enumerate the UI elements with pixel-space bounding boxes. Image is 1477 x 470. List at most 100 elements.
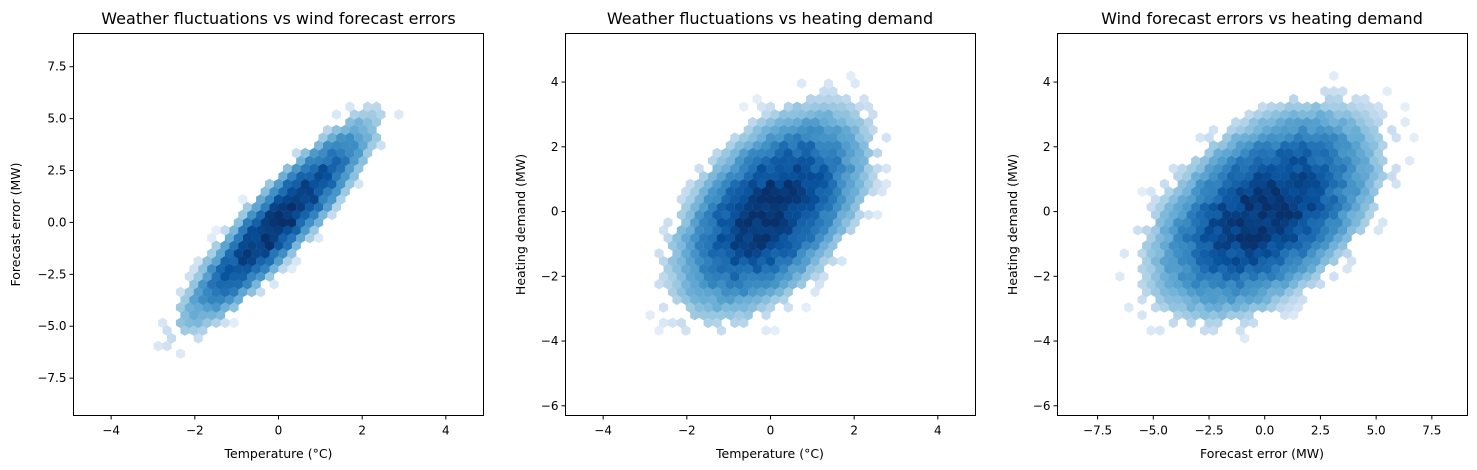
hexbin-cell: [770, 140, 780, 151]
hexbin-cell: [309, 194, 319, 205]
hexbin-layer: [153, 101, 404, 359]
hexbin-cell: [752, 140, 762, 151]
hexbin-cell: [743, 279, 753, 290]
hexbin-cell: [269, 217, 279, 228]
hexbin-cell: [779, 248, 789, 259]
hexbin-cell: [1258, 240, 1267, 251]
hexbin-cell: [184, 286, 194, 298]
hexbin-cell: [864, 132, 874, 143]
hexbin-cell: [1329, 271, 1339, 282]
hexbin-cell: [1168, 317, 1178, 329]
hexbin-cell: [708, 232, 718, 244]
hexbin-cell: [1177, 209, 1187, 221]
hexbin-cell: [788, 279, 798, 290]
hexbin-cell: [1164, 217, 1174, 228]
hexbin-cell: [1262, 217, 1272, 228]
hexbin-cell: [676, 225, 686, 236]
hexbin-cell: [1338, 209, 1348, 221]
hexbin-cell: [712, 286, 722, 298]
x-axis-label: Forecast error (MW): [1200, 446, 1324, 461]
hexbin-cell: [1191, 232, 1201, 244]
hexbin-cell: [1347, 255, 1357, 267]
hexbin-cell: [314, 201, 324, 213]
hexbin-cell: [1222, 286, 1232, 298]
x-axis-label: Temperature (°C): [715, 446, 824, 461]
hexbin-cell: [792, 178, 802, 190]
hexbin-cell: [278, 263, 288, 275]
hexbin-cell: [1351, 171, 1361, 182]
hexbin-cell: [663, 232, 673, 244]
hexbin-cell: [1342, 109, 1352, 120]
hexbin-cell: [694, 163, 704, 174]
hexbin-cell: [1324, 186, 1334, 197]
hexbin-cell: [318, 147, 328, 159]
hexbin-cell: [690, 309, 700, 321]
hexbin-cell: [1284, 302, 1294, 313]
hexbin-cell: [783, 147, 793, 159]
hexbin-cell: [1258, 132, 1267, 143]
hexbin-cell: [287, 217, 297, 228]
hexbin-cell: [1231, 302, 1241, 313]
hexbin-cell: [1240, 147, 1250, 159]
hexbin-cell: [198, 263, 208, 275]
hexbin-cell: [1342, 248, 1352, 259]
hexbin-cell: [1249, 116, 1259, 128]
hexbin-cell: [823, 155, 833, 166]
hexbin-cell: [716, 155, 726, 166]
hexbin-cell: [1262, 140, 1272, 151]
hexbin-cell: [1155, 248, 1165, 259]
hexbin-cell: [1298, 294, 1308, 305]
hexbin-cell: [1329, 101, 1339, 112]
hexbin-cell: [1235, 263, 1245, 275]
hexbin-cell: [1222, 178, 1232, 190]
hexbin-cell: [1208, 232, 1218, 244]
hexbin-layer: [1115, 70, 1419, 344]
hexbin-cell: [1284, 209, 1294, 221]
hexbin-cell: [667, 286, 677, 298]
hexbin-cell: [806, 201, 816, 213]
hexbin-cell: [1235, 325, 1245, 336]
hexbin-cell: [1146, 201, 1156, 213]
hexbin-cell: [1258, 163, 1267, 174]
hexbin-cell: [841, 93, 851, 105]
hexbin-cell: [331, 140, 341, 151]
hexbin-cell: [1391, 163, 1401, 174]
hexbin-cell: [712, 317, 722, 329]
hexbin-cell: [663, 217, 673, 228]
y-tick-label: 2: [1043, 140, 1051, 154]
y-tick-label: −6: [541, 399, 559, 413]
hexbin-cell: [734, 309, 744, 321]
hexbin-cell: [1235, 171, 1245, 182]
hexbin-cell: [318, 209, 328, 221]
hexbin-cell: [1373, 147, 1383, 159]
hexbin-cell: [708, 186, 718, 197]
hexbin-cell: [1311, 271, 1321, 282]
hexbin-cell: [216, 263, 226, 275]
hexbin-cell: [716, 263, 726, 275]
hexbin-cell: [1208, 124, 1218, 136]
hexbin-cell: [1320, 147, 1330, 159]
hexbin-cell: [314, 232, 324, 244]
hexbin-cell: [1351, 93, 1361, 105]
hexbin-cell: [233, 248, 243, 259]
hexbin-cell: [1235, 217, 1245, 228]
hexbin-cell: [1360, 217, 1370, 228]
hexbin-cell: [1271, 263, 1281, 275]
hexbin-cell: [685, 286, 695, 298]
hexbin-cell: [681, 325, 691, 336]
hexbin-cell: [1298, 263, 1308, 275]
hexbin-cell: [801, 178, 811, 190]
hexbin-cell: [1284, 271, 1294, 282]
hexbin-cell: [1266, 255, 1276, 267]
hexbin-cell: [224, 232, 234, 244]
hexbin-cell: [242, 201, 252, 213]
hexbin-cell: [1280, 232, 1290, 244]
hexbin-cell: [739, 147, 749, 159]
hexbin-cell: [1173, 171, 1183, 182]
hexbin-cell: [265, 271, 275, 282]
hexbin-cell: [1186, 271, 1196, 282]
hexbin-cell: [734, 279, 744, 290]
hexbin-cell: [1124, 302, 1134, 313]
hexbin-cell: [265, 194, 275, 205]
hexbin-cell: [265, 240, 275, 251]
